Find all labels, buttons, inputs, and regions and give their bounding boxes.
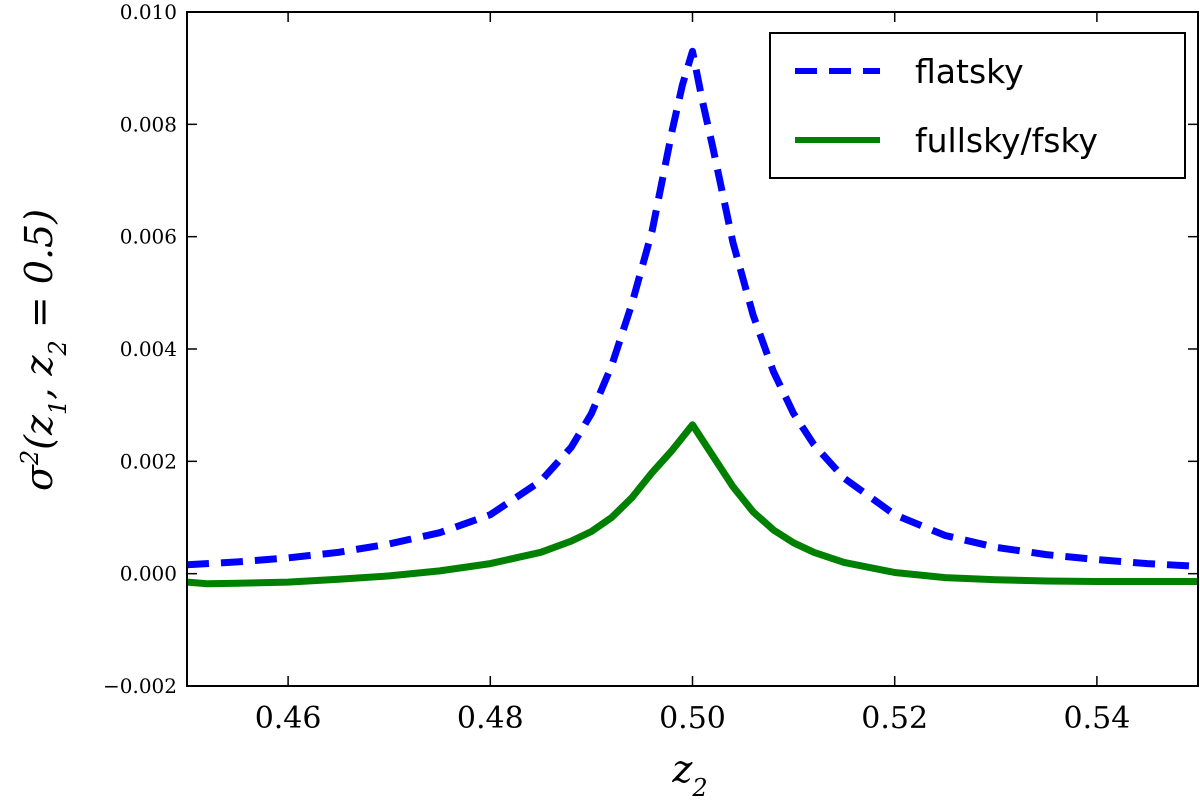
series-line-0 — [187, 47, 1198, 570]
x-tick-label: 0.50 — [659, 701, 726, 736]
y-label-sup-2: 2 — [16, 450, 44, 466]
y-label-sub-2: 2 — [44, 340, 72, 356]
legend-label-flatsky: flatsky — [915, 52, 1024, 91]
y-tick-label: 0.006 — [120, 225, 177, 249]
legend: flatsky fullsky/fsky — [769, 32, 1186, 179]
y-label-sub-1: 1 — [44, 400, 72, 415]
legend-label-fullsky: fullsky/fsky — [915, 121, 1098, 160]
y-tick-label: 0.004 — [120, 337, 177, 361]
x-tick-label: 0.46 — [255, 701, 322, 736]
y-axis-label: σ2(z1, z2 = 0.5) — [16, 209, 72, 491]
y-tick-label: 0.008 — [120, 112, 177, 136]
y-tick-label: 0.010 — [120, 0, 177, 24]
y-tick-label: 0.000 — [120, 562, 177, 586]
x-tick-label: 0.48 — [457, 701, 524, 736]
y-tick-label: 0.002 — [120, 449, 177, 473]
legend-frame — [769, 32, 1186, 179]
series-layer — [187, 47, 1198, 588]
x-axis-label: z2 — [671, 747, 707, 800]
y-tick-label: −0.002 — [103, 674, 177, 698]
x-tick-label: 0.54 — [1064, 701, 1131, 736]
ticks-layer: 0.46 0.48 0.50 0.52 0.54 −0.002 0.000 0.002 0.00… — [103, 0, 1198, 736]
series-line-1 — [187, 421, 1198, 588]
x-label-sub-2: 2 — [691, 774, 707, 800]
x-tick-label: 0.52 — [861, 701, 928, 736]
